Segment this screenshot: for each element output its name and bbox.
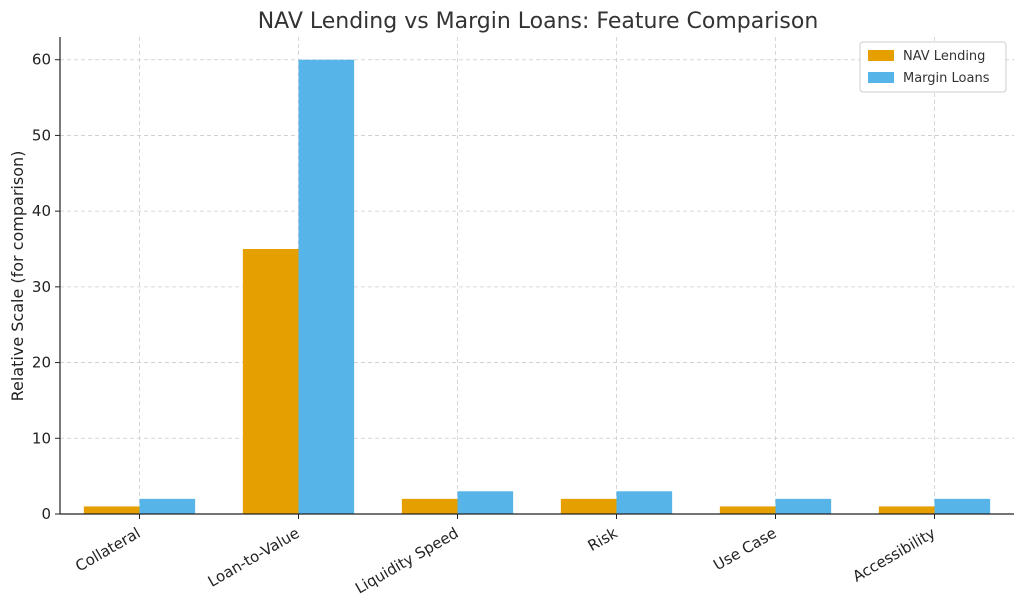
x-tick-label: Accessibility [850,524,939,586]
legend-label: Margin Loans [903,71,990,86]
chart-title: NAV Lending vs Margin Loans: Feature Com… [258,9,819,34]
y-tick-label: 50 [32,126,51,144]
axes [55,37,1014,519]
x-tick-label: Collateral [72,524,143,576]
bar-nav-lending-5 [878,506,935,514]
bar-nav-lending-2 [401,498,458,514]
bar-nav-lending-4 [719,506,776,514]
legend-label: NAV Lending [903,49,985,64]
y-tick-label: 10 [32,429,51,447]
y-tick-labels: 0 10 20 30 40 50 60 [32,51,51,523]
bar-margin-loans-1 [298,59,355,514]
x-tick-label: Risk [585,524,621,555]
y-tick-label: 60 [32,51,51,69]
y-axis-label: Relative Scale (for comparison) [8,151,27,402]
bar-nav-lending-0 [83,506,140,514]
legend-box [859,41,1007,93]
legend: NAV Lending Margin Loans [859,41,1007,93]
bar-margin-loans-5 [934,498,991,514]
legend-swatch [868,50,894,61]
y-tick-label: 40 [32,202,51,220]
bar-nav-lending-3 [560,498,617,514]
y-tick-label: 20 [32,354,51,372]
x-tick-label: Loan-to-Value [205,524,303,591]
x-tick-label: Liquidity Speed [352,524,461,598]
x-tick-labels: Collateral Loan-to-Value Liquidity Speed Ri… [72,524,938,598]
legend-swatch [868,72,894,83]
y-tick-label: 0 [41,505,51,523]
bar-margin-loans-3 [616,491,673,514]
gridlines [60,37,1014,515]
bar-margin-loans-2 [457,491,514,514]
y-tick-label: 30 [32,278,51,296]
x-tick-label: Use Case [710,524,779,574]
bar-margin-loans-0 [139,498,196,514]
bar-nav-lending-1 [242,249,299,514]
bar-margin-loans-4 [775,498,832,514]
bars [83,59,991,514]
